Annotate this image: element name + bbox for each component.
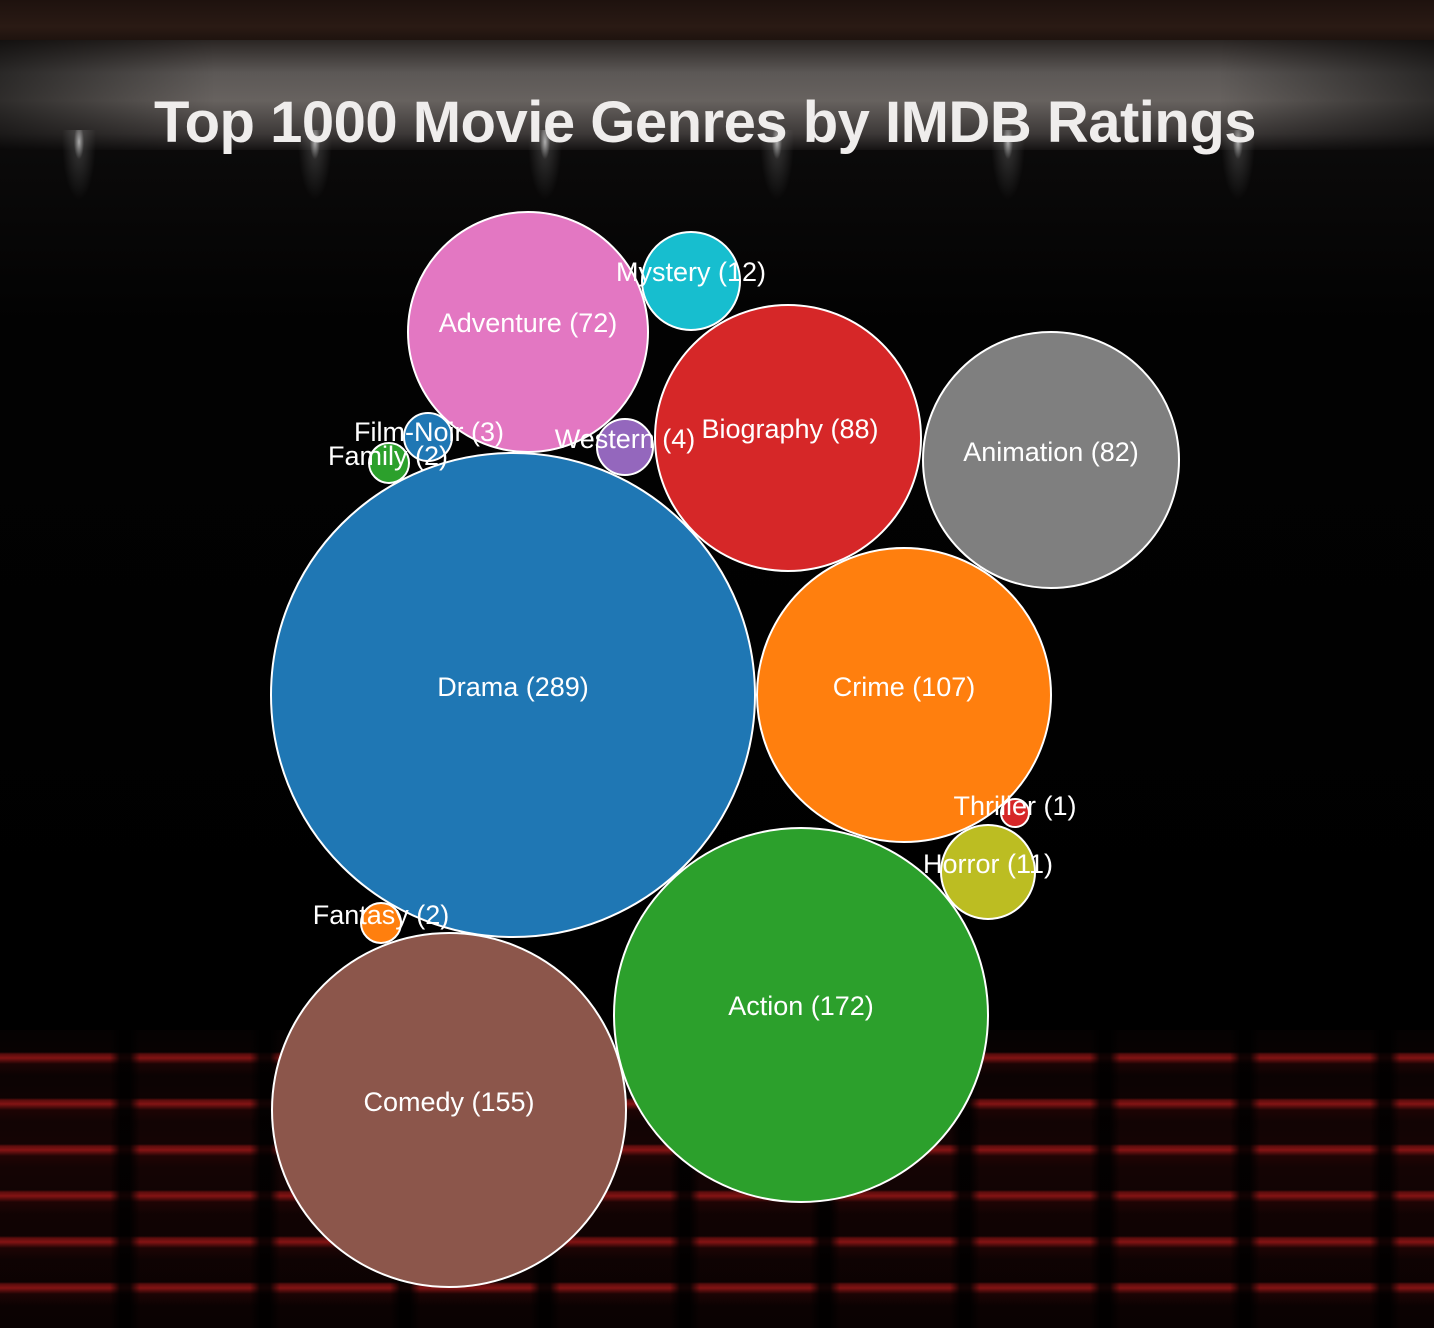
ceiling-light — [294, 130, 335, 210]
bubble-drama[interactable] — [270, 452, 756, 938]
ceiling-light — [757, 130, 798, 210]
ceiling-light — [987, 130, 1028, 210]
bubble-thriller[interactable] — [1000, 798, 1030, 828]
theater-lights — [0, 130, 1434, 210]
bubble-biography[interactable] — [654, 304, 922, 572]
bubble-mystery[interactable] — [641, 231, 741, 331]
ceiling-light — [1217, 130, 1258, 210]
ceiling-light — [524, 130, 565, 210]
bubble-comedy[interactable] — [271, 932, 627, 1288]
bubble-horror[interactable] — [940, 824, 1036, 920]
bubble-film-noir[interactable] — [403, 412, 453, 462]
ceiling-light — [59, 130, 100, 210]
bubble-action[interactable] — [613, 827, 989, 1203]
bubbles-layer — [270, 211, 1180, 1288]
theater-screen-background — [0, 40, 1434, 150]
theater-seats-background — [0, 1030, 1434, 1328]
bubble-family[interactable] — [368, 442, 410, 484]
bubble-western[interactable] — [596, 418, 654, 476]
bubble-fantasy[interactable] — [360, 902, 402, 944]
bubble-crime[interactable] — [756, 547, 1052, 843]
chart-title: Top 1000 Movie Genres by IMDB Ratings — [153, 90, 1257, 155]
theater-ceiling-background — [0, 0, 1434, 45]
bubble-animation[interactable] — [922, 331, 1180, 589]
bubble-adventure[interactable] — [407, 211, 649, 453]
